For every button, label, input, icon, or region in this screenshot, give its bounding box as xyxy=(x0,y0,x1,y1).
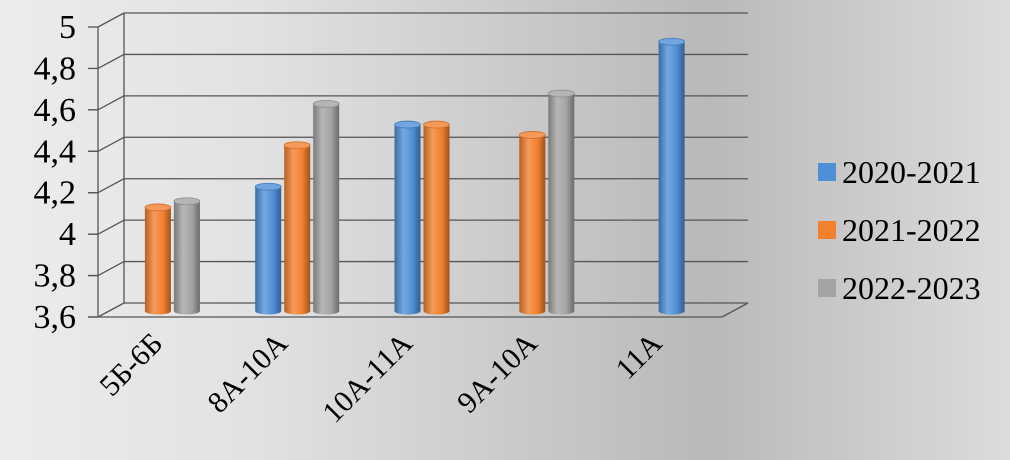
x-category-label: 8А-10А xyxy=(201,326,294,419)
y-tick-label: 4,8 xyxy=(34,50,77,87)
legend-label: 2020-2021 xyxy=(842,154,981,190)
x-axis-category-labels: 5Б-6Б 8А-10А 10А-11А 9А-10А 11А xyxy=(93,326,668,429)
y-tick-label: 5 xyxy=(59,9,76,46)
legend-item: 2020-2021 xyxy=(818,154,981,190)
legend-swatch xyxy=(818,279,836,297)
legend-item: 2022-2023 xyxy=(818,270,981,306)
x-category-label: 10А-11А xyxy=(316,326,419,429)
y-tick-label: 4,6 xyxy=(34,92,77,129)
legend-label: 2021-2022 xyxy=(842,212,981,248)
bar xyxy=(254,182,282,315)
bar xyxy=(547,89,575,315)
y-tick-label: 3,8 xyxy=(34,258,77,295)
legend-swatch xyxy=(818,163,836,181)
bar xyxy=(394,120,421,315)
gridline xyxy=(97,95,748,111)
bar xyxy=(658,37,685,315)
bar xyxy=(144,203,172,315)
x-category-label: 5Б-6Б xyxy=(93,327,169,403)
bar xyxy=(423,120,450,315)
bar xyxy=(173,197,201,315)
chart-legend: 2020-2021 2021-2022 2022-2023 xyxy=(818,154,981,306)
bar xyxy=(518,131,546,315)
gridline xyxy=(97,12,748,28)
bar xyxy=(283,141,311,315)
y-tick-label: 4,2 xyxy=(34,175,77,212)
gridline xyxy=(97,53,748,70)
chart-bars xyxy=(144,37,685,315)
legend-swatch xyxy=(818,221,836,239)
y-tick-label: 4,4 xyxy=(34,133,77,170)
x-category-label: 9А-10А xyxy=(451,326,544,419)
bar xyxy=(312,99,340,315)
gridline xyxy=(97,178,748,194)
legend-item: 2021-2022 xyxy=(818,212,981,248)
y-tick-label: 3,6 xyxy=(34,299,77,336)
y-tick-label: 4 xyxy=(59,216,76,253)
legend-label: 2022-2023 xyxy=(842,270,981,306)
gridline xyxy=(97,136,748,152)
chart-axes xyxy=(88,13,722,318)
y-axis-tick-labels: 3,6 3,8 4 4,2 4,4 4,6 4,8 5 xyxy=(34,9,77,336)
x-category-label: 11А xyxy=(609,326,668,385)
